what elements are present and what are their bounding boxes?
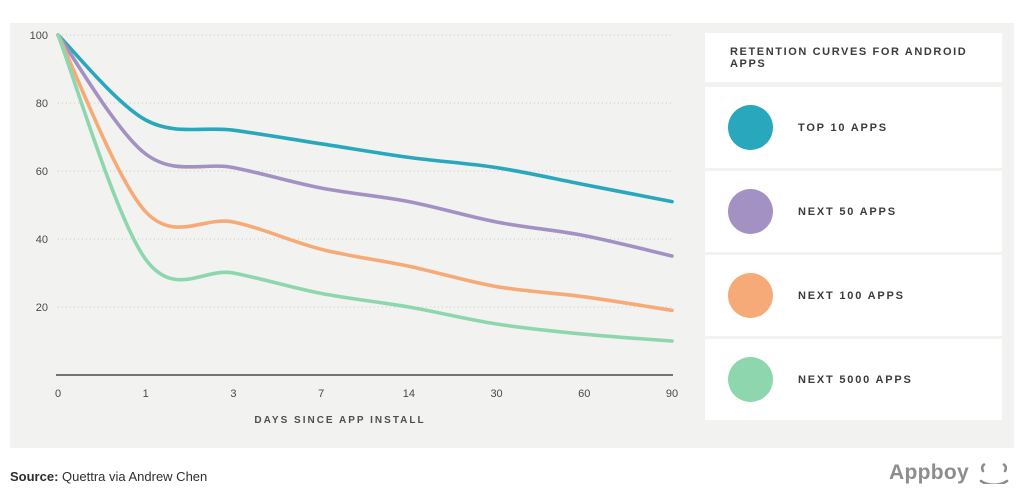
legend-label: NEXT 50 APPS	[798, 205, 897, 218]
legend-dot-icon	[728, 189, 773, 234]
series-line-next-100-apps	[56, 33, 674, 313]
x-axis-caption: DAYS SINCE APP INSTALL	[254, 415, 425, 426]
source-label: Source:	[10, 469, 59, 484]
x-tick-label-60: 60	[578, 388, 590, 400]
legend-dot-icon	[728, 273, 773, 318]
legend-item-next-100-apps: NEXT 100 APPS	[705, 255, 1002, 336]
legend-label: TOP 10 APPS	[798, 121, 888, 134]
y-tick-label-20: 20	[36, 302, 48, 314]
legend-rows: TOP 10 APPS NEXT 50 APPS NEXT 100 APPS NEXT…	[705, 87, 1002, 420]
legend-item-top-10-apps: TOP 10 APPS	[705, 87, 1002, 168]
y-tick-label-100: 100	[30, 30, 48, 42]
x-tick-label-0: 0	[55, 388, 61, 400]
series-line-next-5000-apps	[56, 33, 674, 343]
brand-name: Appboy	[889, 461, 969, 484]
legend-dot-icon	[728, 357, 773, 402]
legend-title-card: RETENTION CURVES FOR ANDROID APPS	[705, 33, 1002, 82]
y-tick-label-40: 40	[36, 234, 48, 246]
x-tick-label-1: 1	[143, 388, 149, 400]
y-tick-label-80: 80	[36, 98, 48, 110]
legend-label: NEXT 100 APPS	[798, 289, 905, 302]
appboy-smiley-icon	[979, 463, 1009, 484]
x-tick-label-14: 14	[403, 388, 415, 400]
chart-background-band: 100 80 60 40 20 0 1 3 7 14 30 60 90 DAYS SINCE APP IN…	[10, 23, 1014, 448]
y-tick-label-60: 60	[36, 166, 48, 178]
brand-logo: Appboy	[889, 461, 1012, 485]
legend-label: NEXT 5000 APPS	[798, 373, 913, 386]
x-tick-label-90: 90	[666, 388, 678, 400]
source-attribution: Source: Quettra via Andrew Chen	[10, 469, 207, 484]
x-tick-label-3: 3	[230, 388, 236, 400]
legend-item-next-50-apps: NEXT 50 APPS	[705, 171, 1002, 252]
retention-line-chart: 100 80 60 40 20 0 1 3 7 14 30 60 90 DAYS SINCE APP IN…	[30, 30, 678, 426]
chart-title: RETENTION CURVES FOR ANDROID APPS	[730, 45, 968, 70]
x-tick-label-7: 7	[318, 388, 324, 400]
x-tick-label-30: 30	[490, 388, 502, 400]
legend-item-next-5000-apps: NEXT 5000 APPS	[705, 339, 1002, 420]
series-line-next-50-apps	[56, 33, 674, 258]
source-text: Quettra via Andrew Chen	[58, 469, 208, 484]
series-line-top-10-apps	[56, 33, 674, 204]
chart-legend: RETENTION CURVES FOR ANDROID APPS TOP 10…	[705, 33, 1002, 423]
legend-dot-icon	[728, 105, 773, 150]
